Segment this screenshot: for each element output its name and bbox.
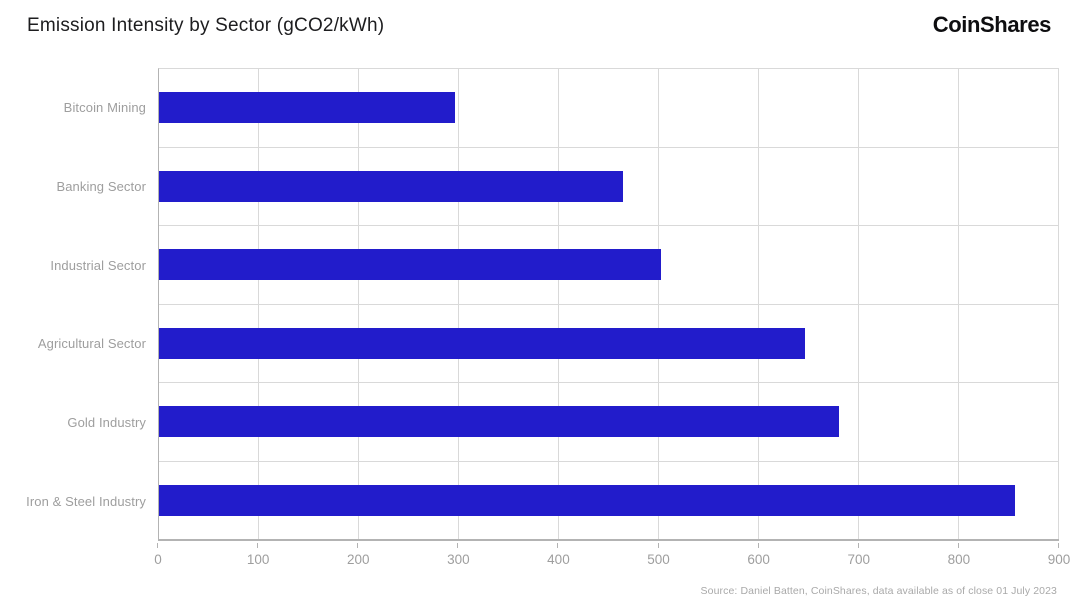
bar-rows [159, 69, 1059, 539]
x-tick-label-300: 300 [447, 552, 470, 567]
x-tick-mark-900 [1058, 543, 1059, 548]
x-tick-label-600: 600 [747, 552, 770, 567]
y-axis-labels: Bitcoin Mining Banking Sector Industrial S… [0, 68, 146, 541]
bar-row-bitcoin-mining [159, 69, 1059, 148]
bar-gold-industry [159, 406, 839, 438]
x-tick-mark-700 [857, 543, 859, 548]
x-tick-mark-300 [457, 543, 459, 548]
y-label-industrial-sector: Industrial Sector [50, 257, 146, 273]
x-tick-mark-100 [257, 543, 259, 548]
x-tick-label-500: 500 [647, 552, 670, 567]
x-tick-mark-0 [157, 543, 158, 548]
page-title: Emission Intensity by Sector (gCO2/kWh) [27, 15, 385, 36]
source-note: Source: Daniel Batten, CoinShares, data … [700, 585, 1057, 597]
x-tick-label-800: 800 [947, 552, 971, 567]
x-tick-label-0: 0 [154, 552, 162, 567]
bar-iron-steel-industry [159, 484, 1015, 516]
coinshares-logo: CoinShares [932, 12, 1052, 37]
bar-agricultural-sector [159, 327, 805, 359]
y-label-agricultural-sector: Agricultural Sector [37, 336, 146, 352]
x-tick-label-400: 400 [547, 552, 570, 567]
x-tick-mark-200 [357, 543, 359, 548]
bar-row-gold-industry [159, 383, 1059, 462]
bar-row-iron-steel-industry [159, 462, 1059, 540]
x-axis: 0 100 200 300 400 500 600 700 800 900 [154, 543, 1070, 573]
x-tick-label-200: 200 [346, 552, 370, 567]
x-tick-mark-500 [657, 543, 659, 548]
bar-row-agricultural-sector [159, 305, 1059, 383]
bar-industrial-sector [159, 249, 661, 281]
y-label-banking-sector: Banking Sector [56, 178, 146, 194]
y-label-gold-industry: Gold Industry [67, 415, 146, 431]
bar-row-industrial-sector [159, 226, 1059, 305]
x-tick-mark-600 [757, 543, 759, 548]
y-label-bitcoin-mining: Bitcoin Mining [63, 99, 146, 115]
bar-banking-sector [159, 170, 623, 202]
x-tick-label-100: 100 [246, 552, 270, 567]
x-tick-mark-400 [557, 543, 559, 548]
x-tick-label-900: 900 [1047, 552, 1071, 567]
bar-row-banking-sector [159, 148, 1059, 226]
bar-bitcoin-mining [159, 92, 455, 124]
plot-area [158, 68, 1059, 541]
x-tick-mark-800 [957, 543, 959, 548]
y-label-iron-steel-industry: Iron & Steel Industry [26, 494, 146, 510]
x-tick-label-700: 700 [847, 552, 871, 567]
